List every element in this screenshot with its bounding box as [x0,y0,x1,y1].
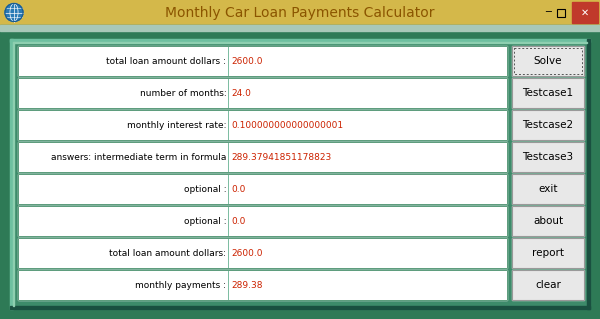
Bar [18,78,507,108]
Circle shape [5,4,23,21]
Bar [10,39,590,309]
Bar [18,206,507,236]
Text: ✕: ✕ [581,8,589,18]
Bar [18,46,507,76]
Bar [512,206,584,236]
Bar [18,174,507,204]
Bar [512,78,584,108]
Text: monthly payments :: monthly payments : [135,280,226,290]
Bar [512,270,584,300]
Bar [18,270,507,300]
Text: exit: exit [538,184,558,194]
Bar [512,142,584,172]
Bar [0,0,600,25]
Bar [512,238,584,268]
Text: monthly interest rate:: monthly interest rate: [127,121,226,130]
Bar [0,25,600,31]
Text: optional :: optional : [184,217,226,226]
Text: total loan amount dollars :: total loan amount dollars : [106,56,226,65]
Text: 2600.0: 2600.0 [231,249,263,257]
Bar [18,238,507,268]
Bar [512,174,584,204]
Text: 289.38: 289.38 [231,280,263,290]
Bar [512,142,584,172]
Text: number of months:: number of months: [140,88,226,98]
Text: total loan amount dollars:: total loan amount dollars: [109,249,226,257]
Bar [557,9,565,17]
Bar [512,238,584,268]
Text: optional :: optional : [184,184,226,194]
Bar [10,306,590,309]
Bar [512,174,584,204]
Bar [18,46,507,76]
Text: Testcase1: Testcase1 [523,88,574,98]
Text: 2600.0: 2600.0 [231,56,263,65]
Bar [512,206,584,236]
Bar [587,39,590,309]
Text: Monthly Car Loan Payments Calculator: Monthly Car Loan Payments Calculator [165,5,435,19]
Bar [512,78,584,108]
Bar [10,39,13,309]
Bar [18,238,507,268]
Text: Testcase3: Testcase3 [523,152,574,162]
Bar [13,42,14,306]
Text: about: about [533,216,563,226]
Bar [572,2,598,23]
Text: 289.37941851178823: 289.37941851178823 [231,152,332,161]
Bar [10,39,590,42]
Text: 0.100000000000000001: 0.100000000000000001 [231,121,343,130]
Bar [18,270,507,300]
Bar [512,110,584,140]
Bar [512,270,584,300]
Text: report: report [532,248,564,258]
Bar [512,46,584,76]
Text: Testcase2: Testcase2 [523,120,574,130]
Text: 24.0: 24.0 [231,88,251,98]
Bar [18,110,507,140]
Bar [18,174,507,204]
Text: ─: ─ [545,8,551,18]
Bar [18,206,507,236]
Bar [18,142,507,172]
Text: 0.0: 0.0 [231,184,245,194]
Bar [514,48,582,74]
Text: 0.0: 0.0 [231,217,245,226]
Bar [13,42,587,43]
Bar [18,78,507,108]
Bar [512,46,584,76]
Text: Solve: Solve [534,56,562,66]
Bar [512,110,584,140]
Text: clear: clear [535,280,561,290]
Bar [18,110,507,140]
Bar [18,142,507,172]
Text: answers: intermediate term in formula: answers: intermediate term in formula [51,152,226,161]
